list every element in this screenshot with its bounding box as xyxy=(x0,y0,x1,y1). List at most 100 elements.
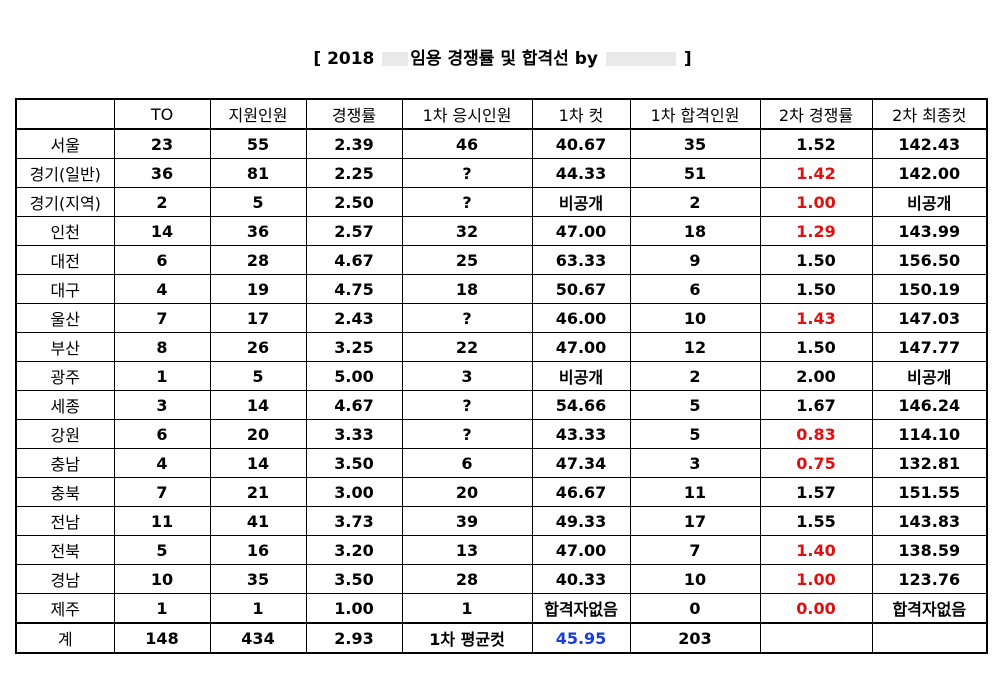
region-cell: 대구 xyxy=(15,274,115,304)
first-takers-cell: ? xyxy=(401,419,533,449)
region-cell: 강원 xyxy=(15,419,115,449)
first-cut-cell: 44.33 xyxy=(531,158,631,188)
applicants-cell: 26 xyxy=(209,332,307,362)
average-cut-cell: 45.95 xyxy=(531,622,631,654)
first-takers-cell: 1 xyxy=(401,593,533,624)
second-cut-cell: 143.83 xyxy=(871,506,988,536)
first-passed-cell: 3 xyxy=(629,448,761,478)
ratio-cell: 4.75 xyxy=(305,274,403,304)
ratio-cell: 3.73 xyxy=(305,506,403,536)
total-applicants-cell: 434 xyxy=(209,622,307,654)
first-takers-cell: 22 xyxy=(401,332,533,362)
second-cut-cell: 114.10 xyxy=(871,419,988,449)
total-first-passed-cell: 203 xyxy=(629,622,761,654)
second-cut-cell: 142.00 xyxy=(871,158,988,188)
to-cell: 14 xyxy=(113,216,211,246)
region-cell: 전남 xyxy=(15,506,115,536)
region-cell: 서울 xyxy=(15,128,115,159)
second-ratio-cell: 1.50 xyxy=(759,274,873,304)
applicants-cell: 41 xyxy=(209,506,307,536)
header-cell: 경쟁률 xyxy=(305,98,403,130)
second-ratio-cell: 1.57 xyxy=(759,477,873,507)
table-row: 경기(일반) 36 81 2.25? 44.33 51 1.42 142.00 xyxy=(15,158,988,188)
header-cell: TO xyxy=(113,98,211,130)
title-middle: 임용 경쟁률 및 합격선 by xyxy=(410,49,604,69)
first-takers-cell: ? xyxy=(401,158,533,188)
first-cut-cell: 40.33 xyxy=(531,564,631,594)
redacted-block xyxy=(605,52,676,66)
ratio-cell: 1.00 xyxy=(305,593,403,624)
second-cut-cell: 146.24 xyxy=(871,390,988,420)
first-cut-cell: 40.67 xyxy=(531,128,631,159)
to-cell: 7 xyxy=(113,477,211,507)
ratio-cell: 2.43 xyxy=(305,303,403,333)
second-cut-cell: 147.03 xyxy=(871,303,988,333)
total-label-cell: 계 xyxy=(15,622,115,654)
table-row: 강원 6 20 3.33? 43.33 5 0.83 114.10 xyxy=(15,419,988,449)
first-cut-cell: 50.67 xyxy=(531,274,631,304)
first-takers-cell: ? xyxy=(401,303,533,333)
first-cut-cell: 합격자없음 xyxy=(531,593,631,624)
second-ratio-cell: 1.52 xyxy=(759,128,873,159)
average-cut-label-cell: 1차 평균컷 xyxy=(401,622,533,654)
table-header-row: TO 지원인원 경쟁률 1차 응시인원 1차 컷 1차 합격인원 2차 경쟁률 … xyxy=(15,98,988,130)
header-cell: 1차 컷 xyxy=(531,98,631,130)
to-cell: 7 xyxy=(113,303,211,333)
total-ratio-cell: 2.93 xyxy=(305,622,403,654)
to-cell: 36 xyxy=(113,158,211,188)
first-passed-cell: 2 xyxy=(629,187,761,217)
second-ratio-cell: 1.40 xyxy=(759,535,873,565)
second-ratio-cell: 1.42 xyxy=(759,158,873,188)
applicants-cell: 20 xyxy=(209,419,307,449)
first-takers-cell: 25 xyxy=(401,245,533,275)
region-cell: 부산 xyxy=(15,332,115,362)
second-ratio-cell: 1.55 xyxy=(759,506,873,536)
first-takers-cell: ? xyxy=(401,187,533,217)
ratio-cell: 2.25 xyxy=(305,158,403,188)
applicants-cell: 1 xyxy=(209,593,307,624)
results-table: TO 지원인원 경쟁률 1차 응시인원 1차 컷 1차 합격인원 2차 경쟁률 … xyxy=(15,98,988,654)
first-cut-cell: 47.34 xyxy=(531,448,631,478)
table-row: 인천 14 36 2.57 32 47.00 18 1.29 143.99 xyxy=(15,216,988,246)
to-cell: 6 xyxy=(113,419,211,449)
header-cell: 1차 합격인원 xyxy=(629,98,761,130)
ratio-cell: 3.50 xyxy=(305,564,403,594)
ratio-cell: 3.33 xyxy=(305,419,403,449)
table-row: 충북 7 21 3.00 20 46.67 11 1.57 151.55 xyxy=(15,477,988,507)
first-takers-cell: 39 xyxy=(401,506,533,536)
applicants-cell: 55 xyxy=(209,128,307,159)
second-cut-cell: 123.76 xyxy=(871,564,988,594)
ratio-cell: 3.25 xyxy=(305,332,403,362)
first-passed-cell: 9 xyxy=(629,245,761,275)
first-passed-cell: 2 xyxy=(629,361,761,391)
applicants-cell: 17 xyxy=(209,303,307,333)
first-cut-cell: 46.67 xyxy=(531,477,631,507)
header-cell: 2차 경쟁률 xyxy=(759,98,873,130)
table-row: 전남 11 41 3.73 39 49.33 17 1.55 143.83 xyxy=(15,506,988,536)
second-ratio-cell: 1.43 xyxy=(759,303,873,333)
table-row: 경기(지역) 2 5 2.50? 비공개 2 1.00 비공개 xyxy=(15,187,988,217)
first-takers-cell: 3 xyxy=(401,361,533,391)
first-passed-cell: 6 xyxy=(629,274,761,304)
second-ratio-cell: 1.00 xyxy=(759,564,873,594)
ratio-cell: 3.50 xyxy=(305,448,403,478)
applicants-cell: 5 xyxy=(209,187,307,217)
total-second-cut-cell xyxy=(871,622,988,654)
to-cell: 1 xyxy=(113,361,211,391)
second-ratio-cell: 0.83 xyxy=(759,419,873,449)
redacted-block xyxy=(382,52,409,66)
second-cut-cell: 150.19 xyxy=(871,274,988,304)
second-cut-cell: 138.59 xyxy=(871,535,988,565)
region-cell: 경남 xyxy=(15,564,115,594)
second-cut-cell: 147.77 xyxy=(871,332,988,362)
first-cut-cell: 43.33 xyxy=(531,419,631,449)
total-second-ratio-cell xyxy=(759,622,873,654)
second-cut-cell: 151.55 xyxy=(871,477,988,507)
region-cell: 인천 xyxy=(15,216,115,246)
first-takers-cell: 18 xyxy=(401,274,533,304)
header-cell: 1차 응시인원 xyxy=(401,98,533,130)
table-row: 세종 3 14 4.67? 54.66 5 1.67 146.24 xyxy=(15,390,988,420)
second-cut-cell: 비공개 xyxy=(871,361,988,391)
applicants-cell: 21 xyxy=(209,477,307,507)
first-passed-cell: 10 xyxy=(629,303,761,333)
